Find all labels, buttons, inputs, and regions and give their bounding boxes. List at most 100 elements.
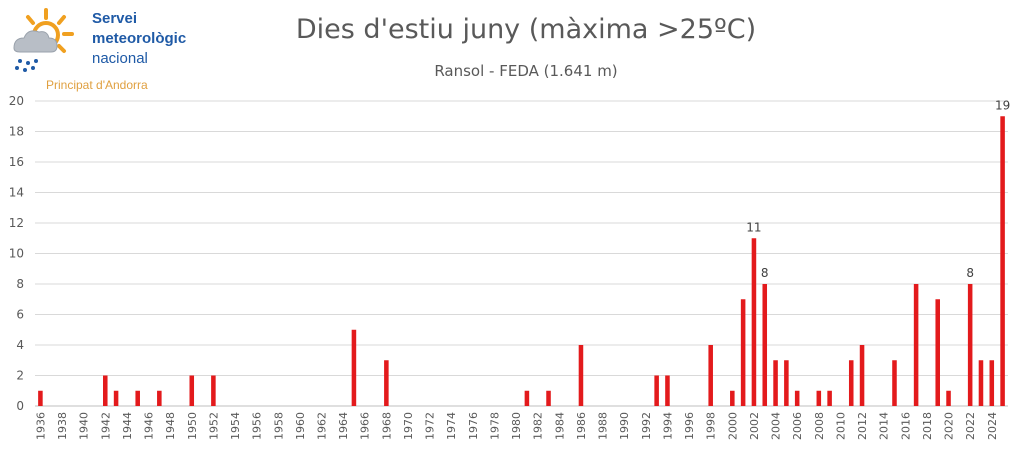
x-tick-label: 1972 <box>424 412 437 440</box>
bar-1950 <box>189 375 195 406</box>
bar-1994 <box>665 375 670 406</box>
bars <box>38 116 1005 406</box>
data-label: 19 <box>995 98 1010 112</box>
bar-1943 <box>113 390 119 406</box>
data-label: 8 <box>761 266 769 280</box>
bar-2004 <box>773 360 778 406</box>
bar-2005 <box>784 360 789 406</box>
bar-2002 <box>751 238 757 406</box>
logo-tagline: Principat d'Andorra <box>46 78 148 92</box>
x-tick-label: 1954 <box>229 412 242 440</box>
x-tick-label: 2020 <box>943 412 956 440</box>
bar-2022 <box>967 284 973 406</box>
x-tick-label: 2006 <box>791 412 804 440</box>
x-tick-label: 1962 <box>315 412 328 440</box>
bar-1998 <box>708 345 713 406</box>
x-tick-label: 1956 <box>251 412 264 440</box>
data-labels: 11 8 8 19 <box>746 98 1010 280</box>
x-tick-label: 2024 <box>986 412 999 440</box>
bar-1945 <box>135 390 140 406</box>
x-tick-label: 1970 <box>402 412 415 440</box>
bar-1993 <box>654 375 659 406</box>
x-tick-label: 1946 <box>143 412 156 440</box>
bar-1981 <box>524 390 530 406</box>
chart-title: Dies d'estiu juny (màxima >25ºC) <box>295 14 757 45</box>
x-tick-label: 2002 <box>748 412 761 440</box>
logo-line-2: meteorològic <box>92 30 187 47</box>
data-label: 11 <box>746 220 761 234</box>
bar-2006 <box>794 390 800 406</box>
x-tick-label: 2004 <box>770 412 783 440</box>
gridlines <box>35 100 1008 407</box>
x-tick-label: 2010 <box>834 412 847 440</box>
x-tick-label: 1978 <box>488 412 501 440</box>
bar-2015 <box>892 360 897 406</box>
x-tick-label: 1984 <box>553 412 566 440</box>
x-tick-label: 1940 <box>78 412 91 440</box>
y-tick-label: 6 <box>16 308 24 322</box>
x-tick-label: 2012 <box>856 412 869 440</box>
x-tick-label: 1952 <box>207 412 220 440</box>
chart-subtitle: Ransol - FEDA (1.641 m) <box>434 62 618 80</box>
x-tick-label: 2008 <box>813 412 826 440</box>
x-tick-label: 1976 <box>467 412 480 440</box>
x-tick-label: 2022 <box>964 412 977 440</box>
x-tick-label: 2016 <box>899 412 912 440</box>
x-tick-label: 1994 <box>661 412 674 440</box>
x-tick-label: 1936 <box>34 412 47 440</box>
y-tick-label: 8 <box>16 277 24 291</box>
x-tick-label: 1948 <box>164 412 177 440</box>
bar-2023 <box>978 360 984 406</box>
y-tick-label: 12 <box>9 216 24 230</box>
x-tick-label: 1964 <box>337 412 350 440</box>
bar-1983 <box>546 390 551 406</box>
x-tick-label: 1966 <box>359 412 372 440</box>
x-tick-label: 1974 <box>445 412 458 440</box>
bar-1968 <box>384 360 389 406</box>
bar-1965 <box>351 329 357 406</box>
x-tick-label: 1950 <box>186 412 199 440</box>
x-tick-label: 1958 <box>272 412 285 440</box>
x-tick-label: 1992 <box>640 412 653 440</box>
bar-1986 <box>578 345 584 406</box>
x-tick-label: 1990 <box>618 412 631 440</box>
x-tick-label: 1980 <box>510 412 523 440</box>
y-tick-label: 4 <box>16 338 24 352</box>
x-tick-label: 2018 <box>921 412 934 440</box>
x-tick-label: 1968 <box>380 412 393 440</box>
bar-1942 <box>103 375 108 406</box>
x-tick-label: 2000 <box>726 412 739 440</box>
x-tick-label: 1986 <box>575 412 588 440</box>
x-tick-label: 2014 <box>878 412 891 440</box>
y-tick-label: 16 <box>9 155 24 169</box>
x-tick-label: 1998 <box>705 412 718 440</box>
y-axis-tick-labels: 0 2 4 6 8 10 12 14 16 18 20 <box>9 94 24 413</box>
logo-line-3: nacional <box>92 50 148 67</box>
bar-2000 <box>730 390 735 406</box>
bar-2008 <box>816 390 822 406</box>
bar-2012 <box>859 345 865 406</box>
x-tick-label: 1982 <box>532 412 545 440</box>
x-tick-label: 1960 <box>294 412 307 440</box>
y-tick-label: 0 <box>16 399 24 413</box>
bar-2020 <box>946 390 951 406</box>
x-tick-label: 1942 <box>99 412 112 440</box>
x-tick-label: 1944 <box>121 412 134 440</box>
weather-sun-cloud-rain-icon <box>13 8 74 72</box>
x-axis-tick-labels: 1936 1938 1940 1942 1944 1946 1948 1950 1952 1954… <box>34 412 998 440</box>
logo-line-1: Servei <box>92 10 138 27</box>
bar-2003 <box>762 284 768 406</box>
x-tick-label: 1938 <box>56 412 69 440</box>
bar-1947 <box>157 390 162 406</box>
y-tick-label: 18 <box>9 125 24 139</box>
logo: Servei meteorològic nacional Principat d… <box>6 6 206 96</box>
data-label: 8 <box>966 266 974 280</box>
bar-1936 <box>38 390 43 406</box>
bar-2024 <box>989 360 995 406</box>
bar-1952 <box>211 375 216 406</box>
x-tick-label: 1988 <box>597 412 610 440</box>
x-tick-label: 1996 <box>683 412 696 440</box>
y-tick-label: 20 <box>9 94 24 108</box>
bar-2017 <box>913 284 919 406</box>
